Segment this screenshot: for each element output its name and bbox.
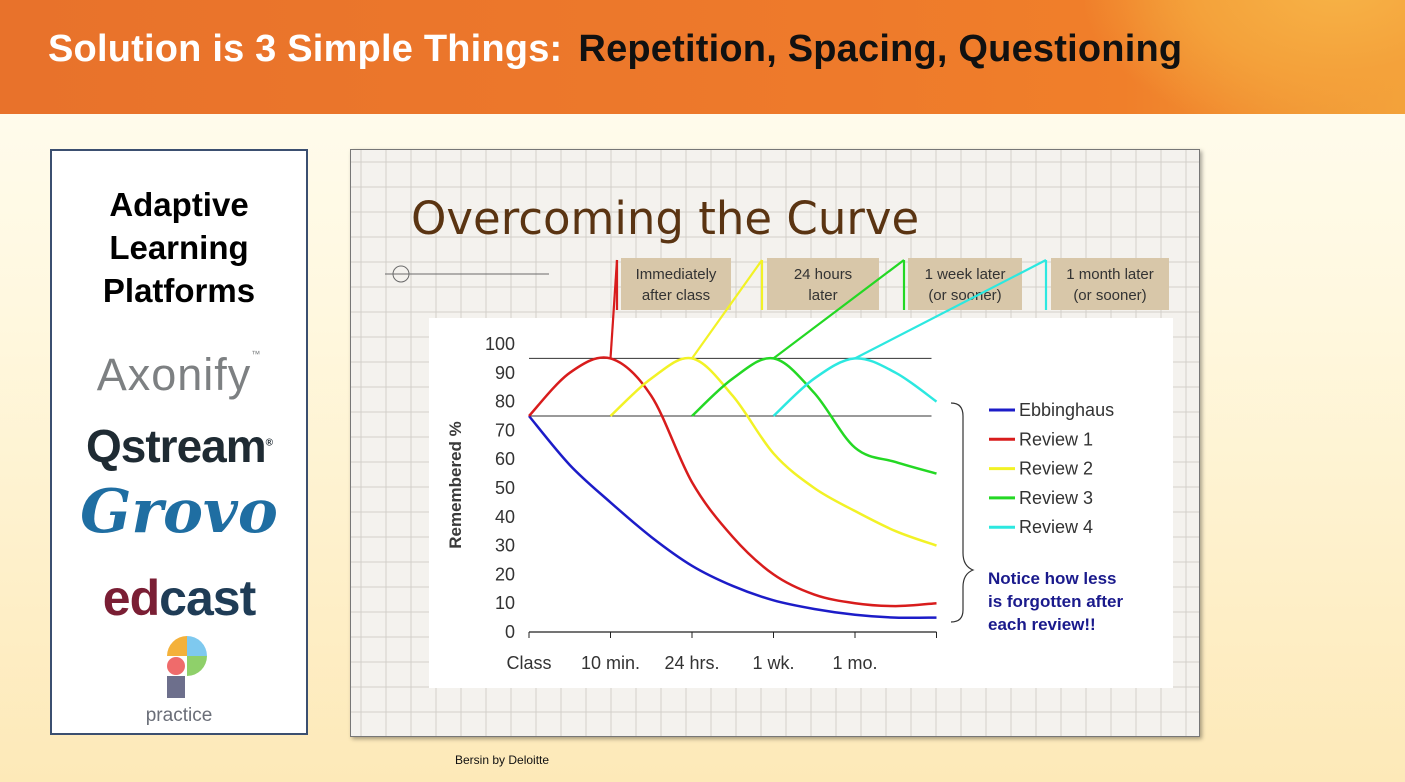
y-tick-label: 40: [495, 507, 515, 527]
title-part-1: Solution is 3 Simple Things:: [48, 28, 563, 70]
y-tick-label: 100: [485, 334, 515, 354]
slide-title: Solution is 3 Simple Things: Repetition, …: [48, 28, 1182, 71]
series-line-review-3: [691, 356, 937, 475]
annotation-line: Notice how less: [988, 569, 1116, 588]
heading-line-1: Adaptive: [109, 186, 249, 223]
y-tick-label: 90: [495, 363, 515, 383]
x-tick-label: Class: [506, 653, 551, 673]
legend-label: Review 4: [1019, 517, 1093, 537]
y-tick-label: 30: [495, 536, 515, 556]
title-part-2: Repetition, Spacing, Questioning: [578, 28, 1183, 70]
crosshair-mark: [385, 265, 549, 283]
callout-box: [621, 258, 731, 310]
y-axis-label: Remembered %: [446, 421, 465, 549]
callout-text: 1 month later: [1066, 266, 1154, 283]
edcast-ed: ed: [102, 570, 160, 626]
x-tick-label: 1 mo.: [832, 653, 877, 673]
axonify-logo: Axonify™: [52, 349, 306, 401]
title-banner: Solution is 3 Simple Things: Repetition, …: [0, 0, 1405, 114]
annotation-line: is forgotten after: [988, 592, 1123, 611]
chart-frame: Overcoming the Curve Immediately after cl…: [350, 149, 1200, 737]
qstream-registered: ®: [265, 437, 273, 449]
edcast-logo: edcast: [52, 569, 306, 627]
annotation: Notice how less is forgotten after each re…: [988, 569, 1123, 634]
y-tick-label: 50: [495, 478, 515, 498]
legend-brace: [950, 402, 975, 623]
chart-title: Overcoming the Curve: [411, 192, 919, 245]
series-line-review-1: [528, 356, 937, 608]
axonify-trademark: ™: [251, 349, 262, 359]
y-tick-label: 20: [495, 564, 515, 584]
x-tick-label: 10 min.: [581, 653, 640, 673]
banner-highlight: [1085, 0, 1405, 114]
legend-label: Review 1: [1019, 429, 1093, 449]
callout-leader: [691, 259, 763, 360]
qstream-wordmark: Qstream: [85, 420, 267, 472]
axonify-wordmark: Axonify: [96, 349, 252, 400]
callouts: Immediately after class 24 hours later 1 wee…: [609, 258, 1169, 360]
y-tick-label: 80: [495, 392, 515, 412]
platforms-heading: Adaptive Learning Platforms: [52, 183, 306, 312]
callout-leader: [854, 259, 1047, 360]
y-tick-label: 70: [495, 420, 515, 440]
callout-text: (or sooner): [1073, 287, 1146, 304]
legend-label: Ebbinghaus: [1019, 400, 1114, 420]
series-line-review-2: [609, 356, 937, 547]
x-tick-label: 1 wk.: [752, 653, 794, 673]
edcast-cast: cast: [159, 570, 256, 626]
callout-box: [767, 258, 879, 310]
forgetting-curve-chart: Overcoming the Curve Immediately after cl…: [351, 150, 1199, 736]
callout-text: Immediately: [636, 266, 717, 283]
legend-label: Review 3: [1019, 488, 1093, 508]
callout-leader: [772, 259, 905, 360]
source-credit: Bersin by Deloitte: [455, 753, 550, 767]
callout-text: 1 week later: [925, 266, 1006, 283]
callout-text: 24 hours: [794, 266, 852, 283]
legend: Ebbinghaus Review 1 Review 2 Review 3 Review…: [989, 400, 1114, 537]
platforms-panel: Adaptive Learning Platforms Axonify™ Qst…: [50, 149, 308, 735]
callout-text: later: [808, 287, 837, 304]
practice-logo-icon: [167, 636, 207, 698]
practice-logo-text: practice: [145, 705, 213, 726]
heading-line-2: Learning: [109, 229, 249, 266]
callout-box: [1051, 258, 1169, 310]
grovo-logo: Grovo: [80, 477, 278, 547]
y-tick-label: 10: [495, 593, 515, 613]
series-line-review-4: [772, 357, 938, 417]
y-tick-label: 60: [495, 449, 515, 469]
annotation-line: each review!!: [988, 615, 1096, 634]
heading-line-3: Platforms: [102, 272, 256, 309]
series-lines: [528, 356, 938, 620]
series-line-ebbinghaus: [528, 415, 937, 620]
axes: 0 10 20 30 40 50 60 70 80 90 100 Class 10 min. 24 hrs…: [485, 334, 937, 673]
qstream-logo: Qstream®: [52, 419, 306, 473]
x-tick-label: 24 hrs.: [664, 653, 719, 673]
callout-text: after class: [642, 287, 710, 304]
legend-label: Review 2: [1019, 459, 1093, 479]
y-tick-label: 0: [505, 622, 515, 642]
